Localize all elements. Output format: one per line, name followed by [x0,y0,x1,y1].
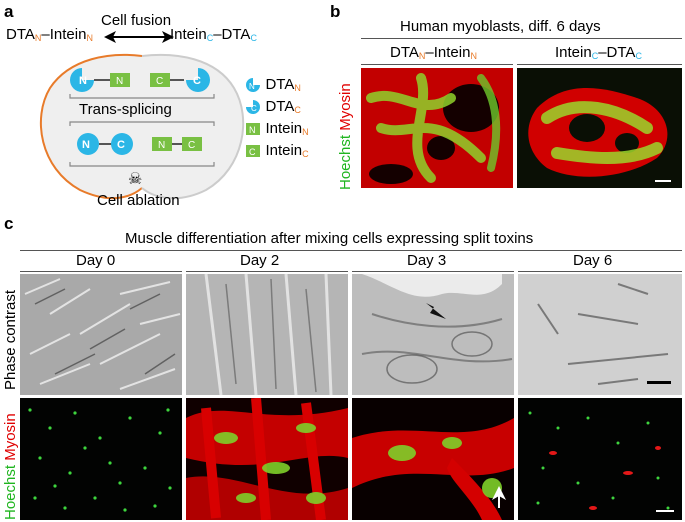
day-6-label: Day 6 [573,252,613,269]
day-2-rule [186,271,348,272]
panel-b-col1-header: DTAN–InteinN [390,44,477,61]
day-0-label: Day 0 [76,252,116,269]
panel-b-image-dta-n [361,68,513,188]
phase-day-3-image [352,274,514,395]
day-3-rule [352,271,514,272]
day-3-white-arrowhead-icon [492,486,506,513]
panel-b-col2-header: InteinC–DTAC [555,44,642,61]
day-6-rule [518,271,682,272]
legend-intein-c: C InteinC [245,142,309,160]
phase-day-0-image [20,274,182,395]
svg-text:N: N [82,139,90,151]
panel-b-label: b [330,2,341,21]
panel-c-phase-scale-bar [647,381,671,384]
svg-text:N: N [249,82,255,91]
legend-dta-n: N DTAN [245,76,301,94]
fluor-day-3-image [352,398,514,520]
day-2-label: Day 2 [240,252,280,269]
phase-day-6-image [518,274,682,395]
skull-icon: ☠ [128,171,143,188]
day-3-label: Day 3 [407,252,447,269]
cell-ablation-label: Cell ablation [97,192,180,209]
construct-dta-n-intein-n: DTAN–InteinN [6,26,93,43]
construct-intein-c-dta-c: InteinC–DTAC [170,26,257,43]
trans-splicing-label: Trans-splicing [79,101,172,118]
fluor-day-2-image [186,398,348,520]
panel-c-title-rule [20,250,682,251]
panel-b-image-intein-c [517,68,682,188]
bidirectional-arrow-icon [104,30,174,49]
svg-text:C: C [188,140,195,151]
svg-text:C: C [156,76,163,87]
svg-text:N: N [116,76,123,87]
panel-b-col2-rule [517,64,682,65]
legend-dta-c: C DTAC [245,98,301,116]
fluor-day-0-image [20,398,182,520]
panel-b-title-rule [361,38,682,39]
svg-text:C: C [193,75,201,87]
panel-c-stain-label: Hoechst Myosin [2,413,19,520]
panel-c-title: Muscle differentiation after mixing cell… [125,230,534,247]
legend-intein-n: N InteinN [245,120,309,138]
phase-contrast-row-label: Phase contrast [2,289,19,390]
panel-c-fluor-scale-bar [656,510,674,512]
panel-c-label: c [4,214,14,233]
phase-day-2-image [186,274,348,395]
svg-text:N: N [158,140,165,151]
panel-b-title: Human myoblasts, diff. 6 days [400,18,601,35]
panel-b-scale-bar [655,180,671,182]
panel-b-col1-rule [361,64,513,65]
panel-a-label: a [4,2,14,21]
svg-text:N: N [79,75,87,87]
svg-text:N: N [249,125,256,135]
fused-cell-diagram: N N C C N C N C [30,48,260,213]
panel-b-stain-label: Hoechst Myosin [337,83,354,190]
day-3-arrowhead-icon [426,303,446,324]
dta-n-shape-icon: N [70,68,94,92]
day-0-rule [20,271,182,272]
fluor-day-6-image [518,398,682,520]
svg-text:C: C [117,139,125,151]
dta-c-shape-icon: C [186,68,210,92]
svg-text:C: C [251,104,257,113]
cell-fusion-label: Cell fusion [101,12,172,29]
svg-text:C: C [249,147,256,157]
